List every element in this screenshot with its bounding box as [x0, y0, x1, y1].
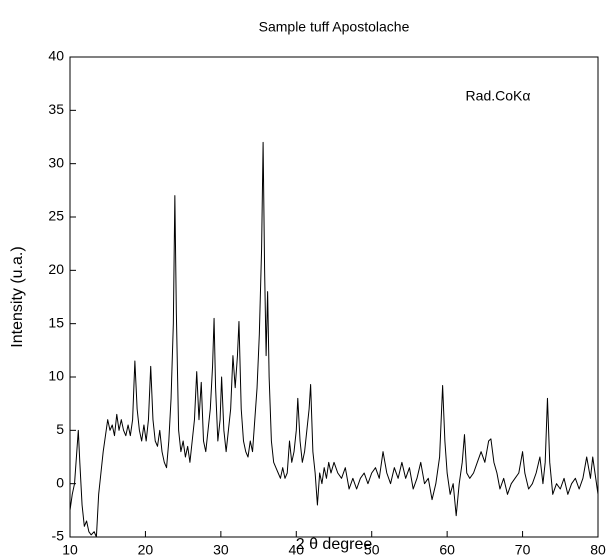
x-tick-label: 10	[62, 542, 78, 557]
y-axis-label: Intensity (u.a.)	[9, 246, 26, 347]
x-tick-label: 40	[288, 542, 304, 557]
x-tick-label: 70	[515, 542, 531, 557]
y-tick-label: 5	[56, 421, 64, 437]
y-tick-label: 10	[48, 368, 64, 384]
chart-title: Sample tuff Apostolache	[259, 19, 410, 35]
plot-frame	[69, 56, 599, 538]
y-tick-label: 20	[48, 261, 64, 277]
y-tick-label: 30	[48, 154, 64, 170]
y-tick-label: 40	[48, 48, 64, 64]
data-line	[69, 141, 599, 538]
x-tick-label: 30	[213, 542, 229, 557]
y-tick-label: 35	[48, 101, 64, 117]
x-tick-label: 20	[138, 542, 154, 557]
y-tick-label: 0	[56, 474, 64, 490]
annotation: Rad.CoKα	[466, 88, 531, 104]
x-axis-label: 2 θ degree	[296, 536, 373, 553]
y-tick-label: 25	[48, 208, 64, 224]
x-tick-label: 60	[439, 542, 455, 557]
y-tick-label: -5	[52, 528, 65, 544]
x-tick-label: 80	[590, 542, 606, 557]
x-tick-label: 50	[364, 542, 380, 557]
y-tick-label: 15	[48, 314, 64, 330]
